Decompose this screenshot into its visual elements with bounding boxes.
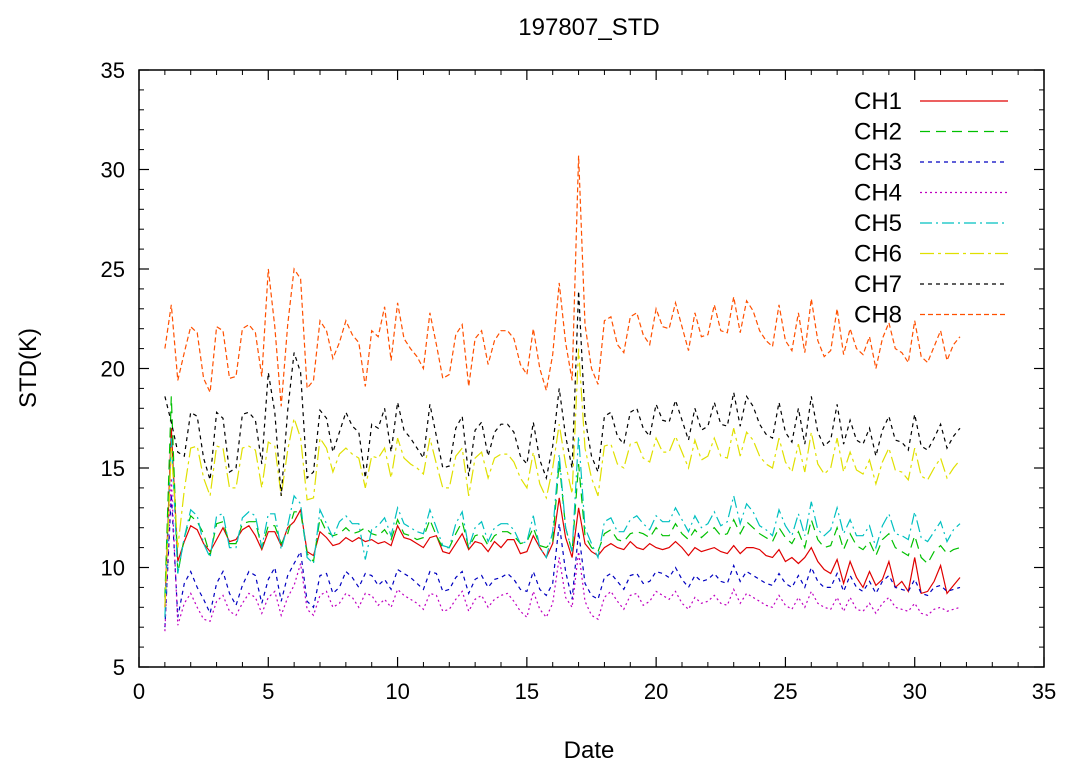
- legend-label-ch7: CH7: [854, 271, 902, 298]
- x-tick-label: 30: [902, 679, 926, 704]
- y-tick-label: 20: [101, 357, 125, 382]
- y-tick-label: 5: [113, 655, 125, 680]
- y-tick-label: 35: [101, 58, 125, 83]
- series-line-ch5: [164, 436, 961, 618]
- legend-label-ch3: CH3: [854, 149, 902, 176]
- y-tick-label: 30: [101, 158, 125, 183]
- legend-label-ch1: CH1: [854, 88, 902, 115]
- x-axis-title: Date: [564, 737, 615, 764]
- x-tick-label: 20: [644, 679, 668, 704]
- x-tick-label: 35: [1032, 679, 1056, 704]
- x-tick-label: 25: [773, 679, 797, 704]
- legend-label-ch5: CH5: [854, 210, 902, 237]
- chart-title: 197807_STD: [518, 14, 659, 41]
- legend: CH1 CH2 CH3 CH4 CH5 CH6 CH7 CH8: [854, 88, 1008, 329]
- legend-label-ch4: CH4: [854, 180, 902, 207]
- series-line-ch3: [164, 493, 961, 628]
- y-tick-label: 25: [101, 257, 125, 282]
- x-tick-label: 0: [133, 679, 145, 704]
- series-line-ch2: [164, 396, 961, 598]
- series-line-ch8: [164, 155, 961, 407]
- x-tick-label: 10: [385, 679, 409, 704]
- legend-label-ch2: CH2: [854, 119, 902, 146]
- series-group: [164, 155, 961, 632]
- series-line-ch1: [164, 428, 961, 608]
- y-tick-label: 15: [101, 456, 125, 481]
- y-axis-title: STD(K): [15, 328, 42, 408]
- series-line-ch7: [164, 290, 961, 496]
- y-tick-label: 10: [101, 556, 125, 581]
- series-line-ch4: [164, 477, 961, 632]
- legend-label-ch6: CH6: [854, 241, 902, 268]
- x-tick-label: 15: [515, 679, 539, 704]
- legend-label-ch8: CH8: [854, 302, 902, 329]
- x-tick-label: 5: [262, 679, 274, 704]
- series-line-ch6: [164, 348, 961, 608]
